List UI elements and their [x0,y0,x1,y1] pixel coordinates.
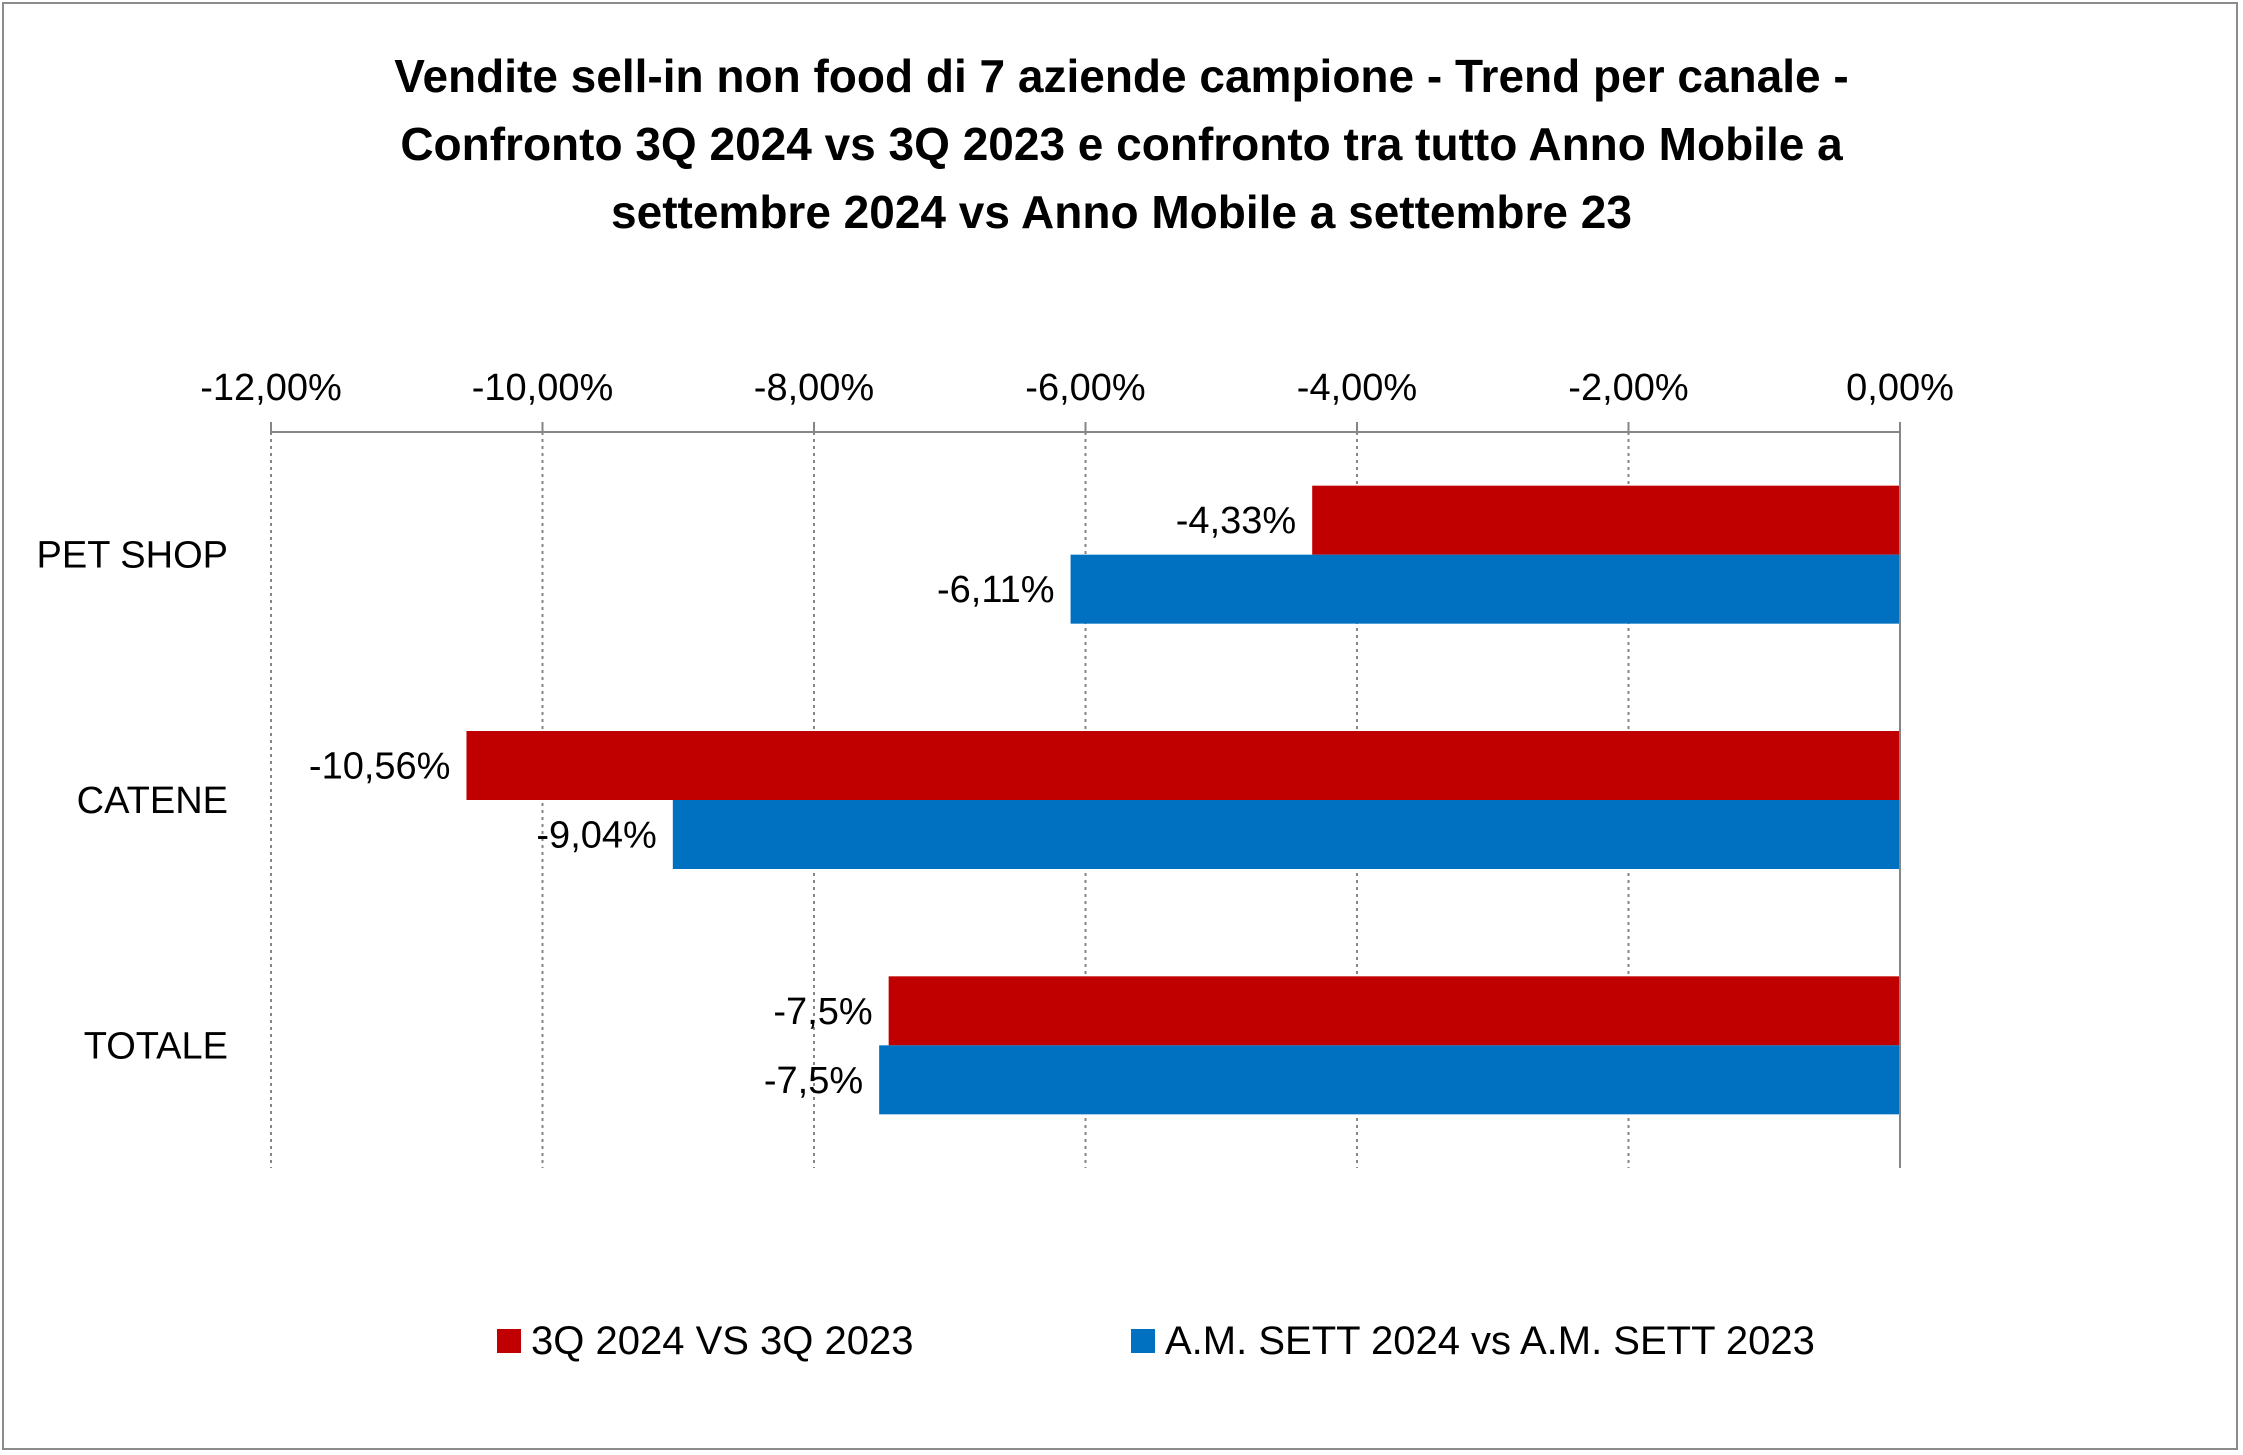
chart-title: Vendite sell-in non food di 7 aziende ca… [0,42,2243,246]
category-label: PET SHOP [37,535,228,577]
data-label: -6,11% [937,569,1055,611]
category-label: CATENE [77,780,228,822]
legend-swatch-series-1 [497,1329,521,1353]
x-tick-label: -4,00% [1297,367,1417,409]
legend-label-series-1: 3Q 2024 VS 3Q 2023 [531,1318,914,1363]
legend-item-series-1: 3Q 2024 VS 3Q 2023 [497,1316,914,1366]
chart-title-line-3: settembre 2024 vs Anno Mobile a settembr… [611,186,1632,238]
data-label: -10,56% [309,746,451,788]
bar [466,731,1901,800]
data-label: -7,5% [764,1060,863,1102]
data-label: -4,33% [1176,500,1296,542]
category-label: TOTALE [84,1025,228,1067]
bar [879,1045,1900,1115]
bar [672,800,1900,869]
bar [1312,485,1900,555]
x-tick-label: -8,00% [754,367,874,409]
x-tick-label: -12,00% [200,367,342,409]
data-label: -9,04% [536,815,656,857]
x-tick-label: -10,00% [472,367,614,409]
x-tick-label: -2,00% [1568,367,1688,409]
bar [1070,554,1900,624]
legend-swatch-series-2 [1131,1329,1155,1353]
bar [888,976,1900,1046]
legend-item-series-2: A.M. SETT 2024 vs A.M. SETT 2023 [1131,1316,1815,1366]
data-label: -7,5% [773,991,872,1033]
chart-title-line-2: Confronto 3Q 2024 vs 3Q 2023 e confronto… [400,118,1843,170]
x-tick-label: 0,00% [1846,367,1954,409]
chart-title-line-1: Vendite sell-in non food di 7 aziende ca… [394,50,1849,102]
x-tick-label: -6,00% [1025,367,1145,409]
legend-label-series-2: A.M. SETT 2024 vs A.M. SETT 2023 [1165,1318,1815,1363]
